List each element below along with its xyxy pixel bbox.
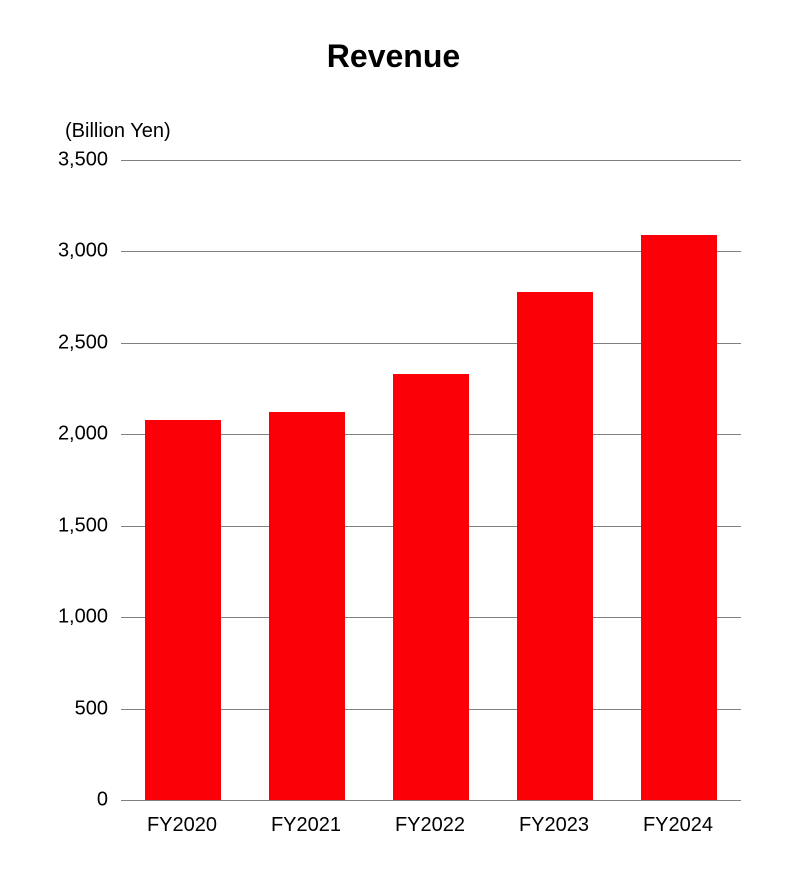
y-tick-label: 3,500 bbox=[18, 149, 108, 172]
bar bbox=[393, 374, 470, 800]
bar bbox=[517, 292, 594, 800]
y-tick-label: 3,000 bbox=[18, 240, 108, 263]
bar bbox=[641, 235, 718, 800]
x-tick-label: FY2020 bbox=[147, 814, 217, 837]
y-tick-label: 2,000 bbox=[18, 423, 108, 446]
x-tick-label: FY2023 bbox=[519, 814, 589, 837]
plot-area bbox=[120, 160, 741, 800]
x-tick-label: FY2022 bbox=[395, 814, 465, 837]
chart-title: Revenue bbox=[0, 38, 787, 75]
gridline bbox=[121, 800, 741, 801]
y-axis-unit-label: (Billion Yen) bbox=[65, 120, 171, 143]
bar bbox=[269, 412, 346, 800]
x-tick-label: FY2024 bbox=[643, 814, 713, 837]
y-tick-label: 1,500 bbox=[18, 514, 108, 537]
x-tick-label: FY2021 bbox=[271, 814, 341, 837]
y-tick-label: 2,500 bbox=[18, 331, 108, 354]
y-tick-label: 500 bbox=[18, 697, 108, 720]
y-tick-label: 1,000 bbox=[18, 606, 108, 629]
revenue-chart: Revenue (Billion Yen) 0 500 1,000 1,500 2,00… bbox=[0, 0, 787, 882]
y-tick-label: 0 bbox=[18, 789, 108, 812]
bar bbox=[145, 420, 222, 800]
gridline bbox=[121, 160, 741, 161]
